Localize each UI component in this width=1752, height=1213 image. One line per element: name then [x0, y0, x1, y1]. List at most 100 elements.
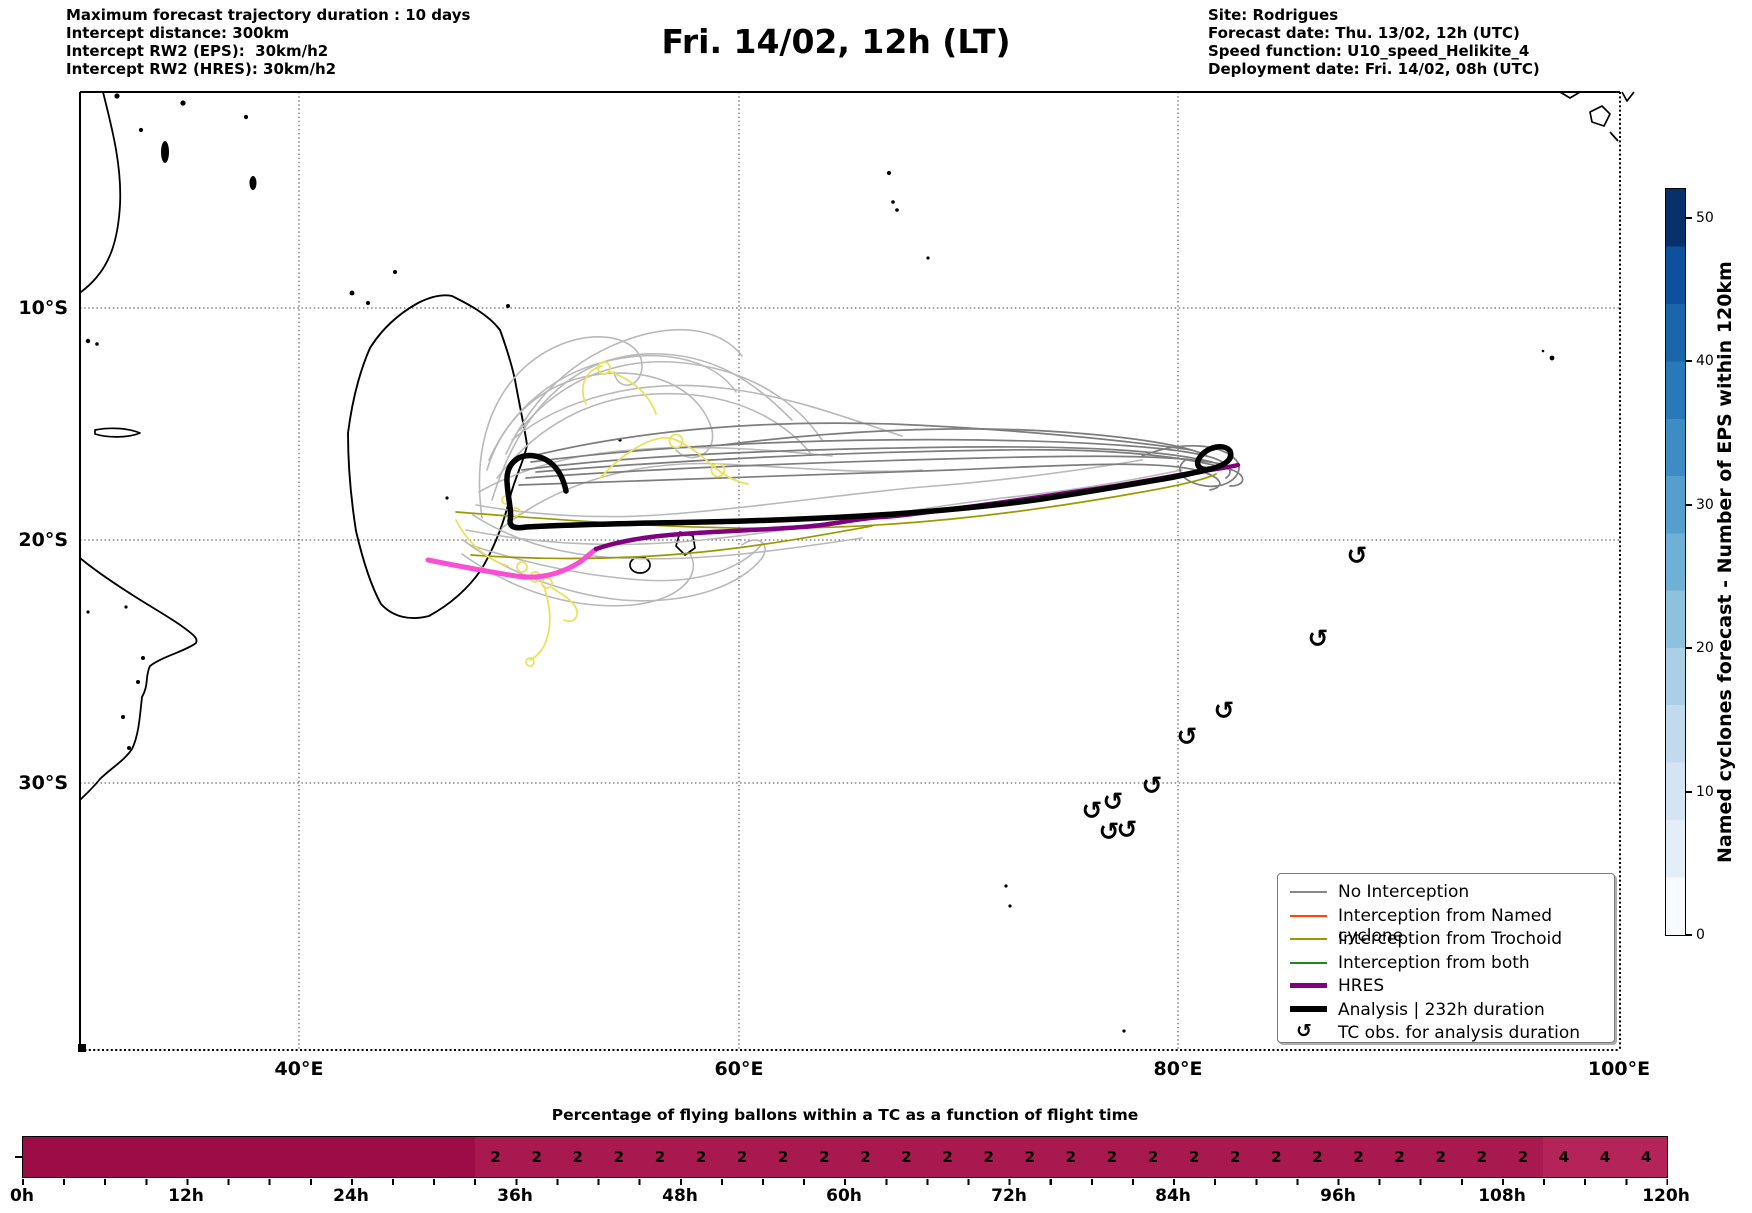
bar-cell — [64, 1137, 106, 1177]
bar-cell: 2 — [803, 1137, 845, 1177]
legend-row: HRES — [1278, 974, 1614, 997]
y-tick-30s: 30°S — [18, 772, 68, 794]
map-legend: No Interception Interception from Named … — [1277, 873, 1615, 1043]
bar-cell: 2 — [762, 1137, 804, 1177]
bar-cell: 2 — [1214, 1137, 1256, 1177]
bar-cell — [269, 1137, 311, 1177]
gridlines — [80, 92, 1620, 1050]
bar-cell: 4 — [1625, 1137, 1667, 1177]
tc-obs-icon: ↺ — [1141, 771, 1163, 801]
bar-cell — [228, 1137, 270, 1177]
legend-label: No Interception — [1338, 882, 1470, 902]
legend-label: Analysis | 232h duration — [1338, 999, 1545, 1020]
bottom-tick-96h: 96h — [1320, 1186, 1356, 1206]
page-title: Fri. 14/02, 12h (LT) — [661, 22, 1011, 61]
bar-cell — [187, 1137, 229, 1177]
bottom-chart-title: Percentage of flying ballons within a TC… — [551, 1106, 1139, 1124]
legend-label: HRES — [1338, 976, 1385, 996]
header-right-line-4: Deployment date: Fri. 14/02, 08h (UTC) — [1208, 60, 1540, 78]
bar-cell: 2 — [598, 1137, 640, 1177]
legend-row: No Interception — [1278, 880, 1614, 903]
bar-cell — [146, 1137, 188, 1177]
coastline-madagascar — [347, 294, 528, 620]
header-left-line-4: Intercept RW2 (HRES): 30km/h2 — [66, 60, 337, 78]
bottom-tick-48h: 48h — [662, 1186, 698, 1206]
bar-cell: 4 — [1584, 1137, 1626, 1177]
bottom-tick-12h: 12h — [168, 1186, 204, 1206]
flight-time-bar: 2 2 2 2 2 2 2 2 2 2 2 2 2 2 2 2 2 2 2 2 … — [22, 1136, 1668, 1178]
bottom-tick-60h: 60h — [826, 1186, 862, 1206]
bar-cell: 2 — [721, 1137, 763, 1177]
both-line-sample — [1290, 961, 1327, 964]
x-tick-60e: 60°E — [714, 1058, 764, 1080]
bottom-tick-84h: 84h — [1155, 1186, 1191, 1206]
legend-row: Interception from Named cyclone — [1278, 904, 1614, 946]
bar-cell: 2 — [1420, 1137, 1462, 1177]
bar-cell — [433, 1137, 476, 1177]
tc-obs-icon: ↺ — [1102, 787, 1124, 817]
header-right-line-3: Speed function: U10_speed_Helikite_4 — [1208, 42, 1530, 60]
header-right-line-2: Forecast date: Thu. 13/02, 12h (UTC) — [1208, 24, 1520, 42]
bar-cell: 2 — [968, 1137, 1010, 1177]
trajectories-yellow — [455, 361, 749, 667]
bar-cell: 2 — [1009, 1137, 1051, 1177]
bar-cell — [351, 1137, 393, 1177]
named-cyclone-line-sample — [1290, 914, 1327, 917]
bottom-tick-24h: 24h — [333, 1186, 369, 1206]
tc-obs-icon: ↺ — [1307, 624, 1329, 654]
y-tick-10s: 10°S — [18, 297, 68, 319]
legend-label: Interception from Named cyclone — [1338, 905, 1553, 946]
trochoid-line-sample — [1290, 938, 1327, 940]
x-tick-80e: 80°E — [1153, 1058, 1203, 1080]
tc-obs-icon: ↺ — [1346, 541, 1368, 571]
y-tick-20s: 20°S — [18, 529, 68, 551]
bar-cell: 2 — [680, 1137, 722, 1177]
hres-line-sample — [1290, 983, 1327, 988]
colorbar-label: Named cyclones forecast - Number of EPS … — [1714, 261, 1736, 863]
bottom-bar-y-tick — [15, 1156, 22, 1158]
bar-cell: 2 — [1461, 1137, 1503, 1177]
colorbar-tick-mark — [1686, 360, 1692, 362]
bar-cell: 2 — [639, 1137, 681, 1177]
bar-cell: 2 — [1255, 1137, 1297, 1177]
bar-cell: 2 — [475, 1137, 517, 1177]
tc-obs-icon: ↺ — [1116, 815, 1138, 845]
bar-cell: 2 — [1502, 1137, 1544, 1177]
bottom-tick-36h: 36h — [497, 1186, 533, 1206]
bar-cell: 2 — [885, 1137, 928, 1177]
bar-cell: 2 — [1338, 1137, 1380, 1177]
bar-cell — [392, 1137, 434, 1177]
legend-label: TC obs. for analysis duration — [1338, 1023, 1581, 1043]
colorbar-tick-40: 40 — [1696, 353, 1714, 369]
legend-row: Analysis | 232h duration — [1278, 998, 1614, 1021]
colorbar-tick-mark — [1686, 934, 1692, 936]
colorbar — [1665, 188, 1686, 936]
header-left-line-3: Intercept RW2 (EPS): 30km/h2 — [66, 42, 329, 60]
colorbar-tick-30: 30 — [1696, 497, 1714, 513]
bottom-tick-108h: 108h — [1478, 1186, 1526, 1206]
legend-row: Interception from both — [1278, 951, 1614, 974]
analysis-line-sample — [1290, 1005, 1327, 1012]
legend-row: ↺ TC obs. for analysis duration — [1278, 1020, 1614, 1044]
bar-cell — [105, 1137, 147, 1177]
colorbar-tick-mark — [1686, 504, 1692, 506]
trajectories-eps-light — [461, 328, 1183, 607]
legend-row: Interception from Trochoid — [1278, 927, 1614, 950]
bottom-bar-tick-marks — [22, 1179, 1668, 1185]
trajectory-analysis — [504, 444, 1234, 531]
header-left-line-2: Intercept distance: 300km — [66, 24, 290, 42]
x-tick-100e: 100°E — [1587, 1058, 1651, 1080]
trajectory-hres-recent — [425, 546, 599, 580]
tc-obs-icon: ↺ — [1098, 817, 1120, 847]
bar-cell: 2 — [844, 1137, 886, 1177]
bar-cell: 2 — [1091, 1137, 1133, 1177]
map-frame — [78, 91, 1621, 1052]
bar-cell: 2 — [927, 1137, 969, 1177]
tc-obs-icon: ↺ — [1081, 796, 1103, 826]
bar-cell: 4 — [1543, 1137, 1585, 1177]
coastline-africa — [79, 91, 198, 801]
bar-cell: 2 — [1050, 1137, 1092, 1177]
bar-cell: 2 — [1379, 1137, 1421, 1177]
header-left-line-1: Maximum forecast trajectory duration : 1… — [66, 6, 471, 24]
